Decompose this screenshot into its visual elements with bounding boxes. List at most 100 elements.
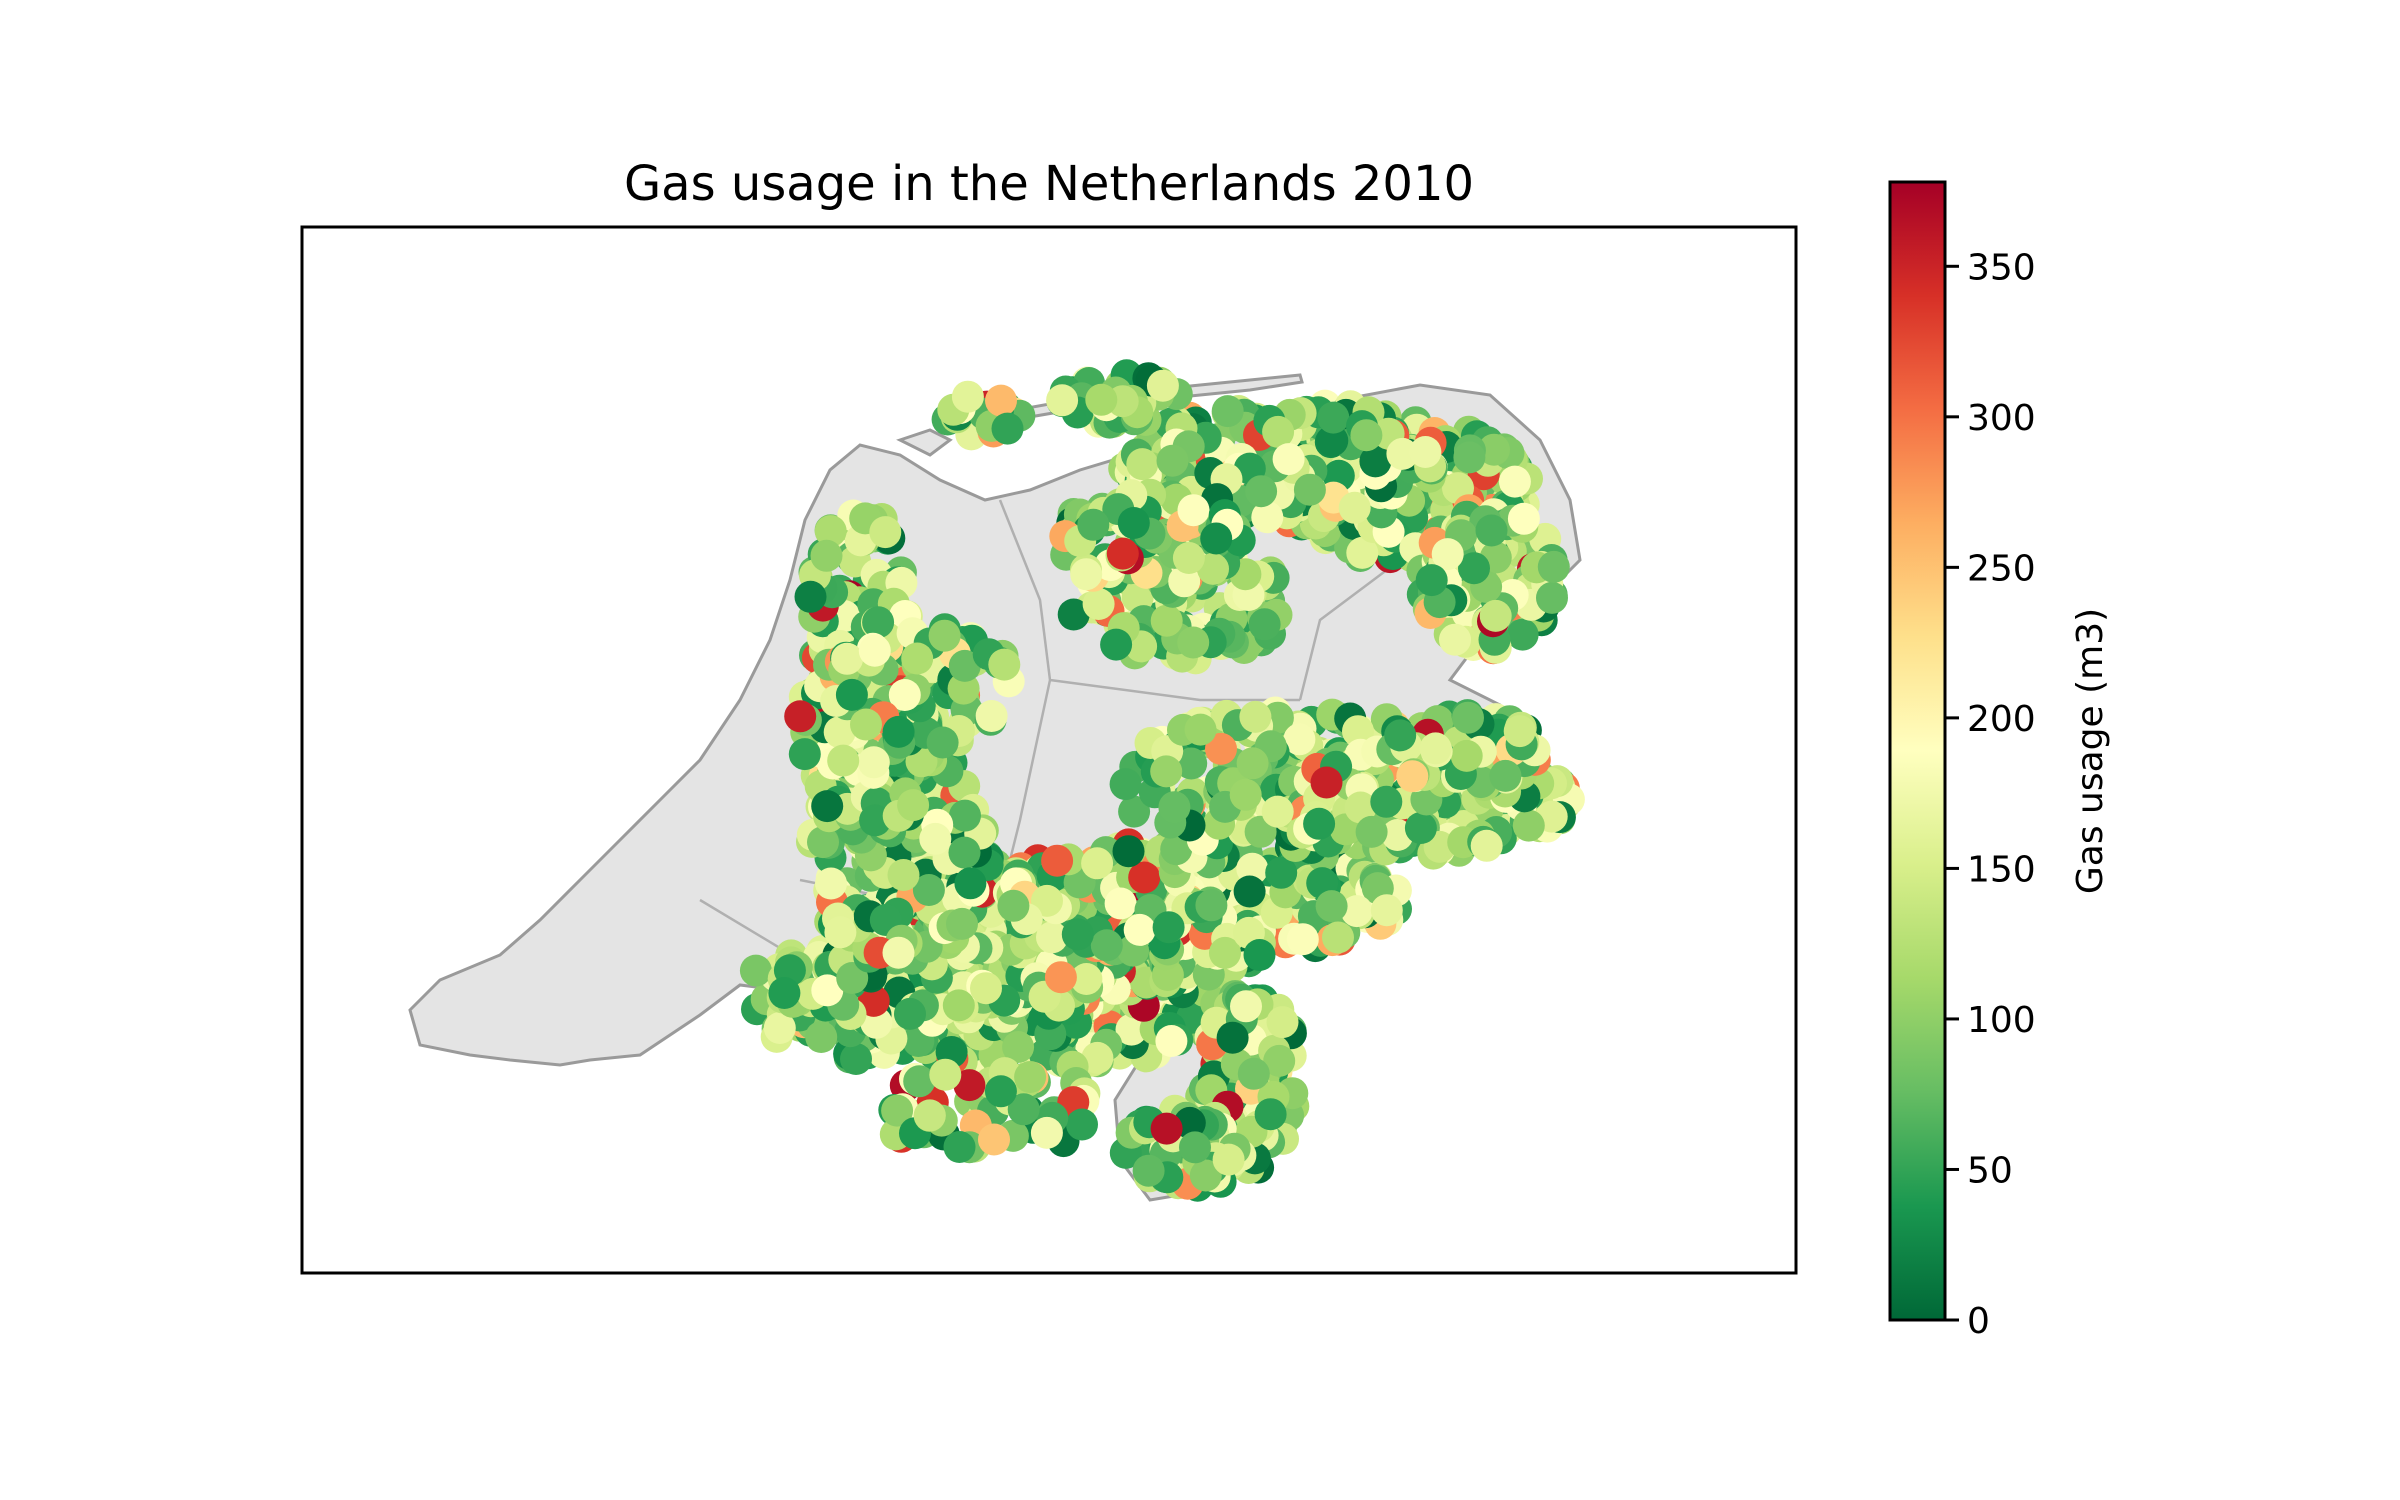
scatter-point [926,726,959,759]
colorbar-tick-label: 350 [1967,247,2036,288]
scatter-point [815,867,847,900]
scatter-point [903,1065,936,1098]
scatter-point [1046,384,1079,417]
scatter-point [897,789,930,822]
scatter-point [1251,501,1284,534]
scatter-point [988,648,1021,681]
scatter-point [970,972,1002,1005]
scatter-point [1150,1112,1183,1145]
scatter-point [1189,1159,1222,1192]
scatter-point [1156,444,1189,477]
scatter-point [1126,448,1159,481]
scatter-point [824,916,857,949]
scatter-point [948,649,981,682]
scatter-point [1458,552,1490,585]
scatter-point [788,738,821,771]
scatter-point [811,974,844,1007]
scatter-point [827,744,860,777]
scatter-point [1262,415,1295,448]
colorbar-label: Gas usage (m3) [2070,608,2111,894]
scatter-point [1317,401,1350,434]
scatter-point [951,380,984,413]
scatter-point [1070,558,1103,591]
scatter-point [1155,1025,1188,1057]
scatter-point [739,954,772,987]
scatter-point [1066,1108,1098,1141]
scatter-point [1303,807,1336,840]
scatter-point [1419,732,1452,765]
scatter-point [1507,502,1540,535]
scatter-point [1239,700,1272,733]
scatter-point [1082,588,1115,620]
scatter-point [805,1021,838,1053]
scatter-point [1195,889,1228,922]
scatter-point [1115,1013,1148,1046]
scatter-point [1315,890,1348,923]
scatter-point [997,889,1030,922]
scatter-point [1263,1044,1296,1077]
scatter-point [1002,1031,1035,1063]
scatter-point [768,977,801,1009]
scatter-point [840,1043,872,1075]
scatter-point [1212,1143,1245,1176]
scatter-point [1396,760,1429,793]
colorbar-tick-label: 100 [1967,1000,2036,1041]
scatter-point [984,1075,1017,1108]
scatter-point [1316,424,1349,457]
scatter-point [823,716,856,749]
scatter-point [1081,847,1114,880]
scatter-point [811,790,844,823]
scatter-point [882,715,915,748]
scatter-point [1160,833,1193,866]
scatter-point [1386,437,1419,470]
scatter-point [794,580,827,613]
scatter-point [1479,599,1512,632]
scatter-point [1150,604,1183,637]
scatter-point [1044,961,1077,994]
scatter-point [985,384,1017,417]
scatter-point [1359,445,1392,478]
scatter-point [1503,715,1536,748]
scatter-point [1453,441,1486,474]
scatter-point [1370,894,1403,927]
scatter-point [1452,701,1484,734]
colorbar-bar [1888,180,1947,1322]
scatter-point [912,874,945,906]
scatter-point [947,672,980,705]
scatter-point [1536,581,1568,614]
scatter-point [807,826,839,859]
scatter-point [1237,1057,1270,1090]
scatter-point [1272,443,1305,476]
scatter-point [1041,844,1074,877]
scatter-point [763,1012,796,1044]
scatter-point [1478,433,1510,466]
scatter-point [1030,1116,1063,1149]
scatter-point [1338,491,1371,524]
scatter-point [887,859,920,891]
scatter-point [1175,747,1208,780]
scatter-point [850,708,882,741]
scatter-point [954,867,987,900]
colorbar-tick-label: 250 [1967,548,2036,589]
scatter-point [1200,522,1233,555]
scatter-point [1245,475,1278,508]
scatter-point [929,1058,962,1091]
scatter-point [1184,713,1217,746]
scatter-point [1261,795,1294,828]
scatter-point [888,679,921,711]
scatter-point [1036,921,1068,954]
scatter-point [1179,1131,1211,1164]
scatter-point [862,606,895,639]
scatter-point [1310,766,1343,799]
scatter-point [928,619,961,652]
scatter-point [814,515,847,548]
scatter-point [1106,537,1139,570]
scatter-point [1230,990,1262,1023]
scatter-point [1112,835,1145,868]
scatter-point [1070,963,1103,995]
scatter-point [1475,514,1508,547]
scatter-point [835,678,868,711]
scatter-point [1489,759,1522,792]
scatter-point [1216,1021,1249,1054]
scatter-point [948,836,981,869]
